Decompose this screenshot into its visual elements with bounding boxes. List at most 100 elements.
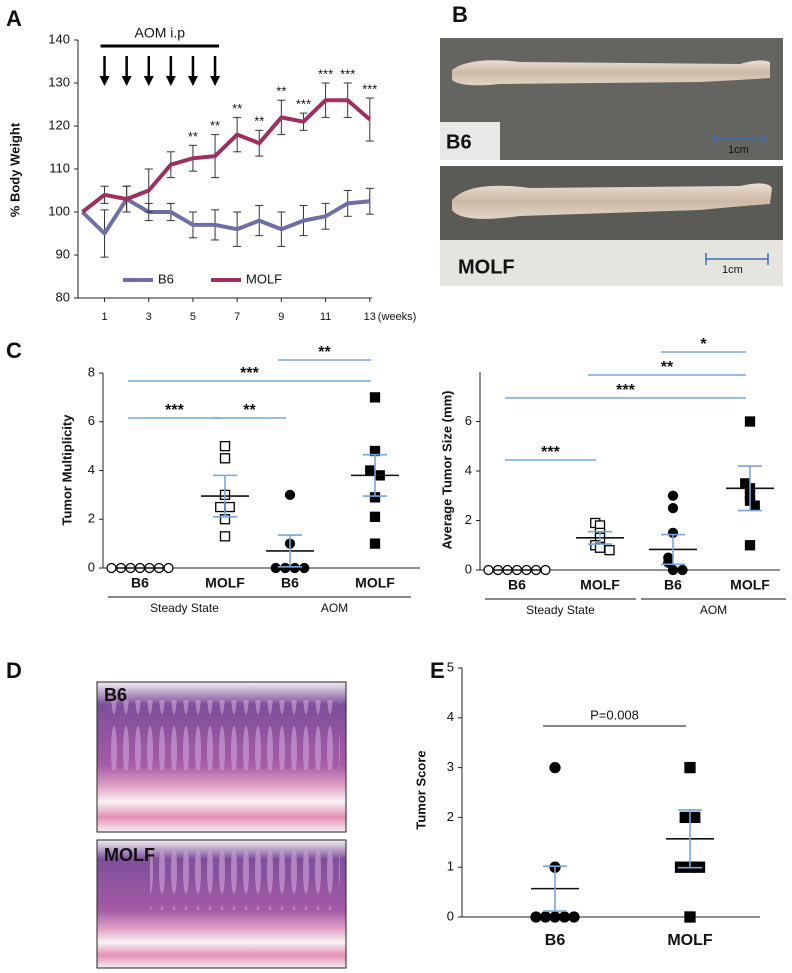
data-point <box>749 500 760 511</box>
image-label: B6 <box>104 685 127 705</box>
x-tick-label: 11 <box>320 311 331 323</box>
significance-label: ** <box>232 101 242 116</box>
y-tick-label: 8 <box>88 364 95 379</box>
x-tick-label: 3 <box>146 311 152 323</box>
significance-label: ** <box>318 344 331 361</box>
significance-label: *** <box>240 365 259 382</box>
data-point <box>677 564 688 576</box>
significance-label: *** <box>340 66 355 81</box>
gross-photo <box>440 38 783 160</box>
arrow-head <box>165 76 176 86</box>
series-line <box>81 197 370 236</box>
x-unit: (weeks) <box>378 311 417 323</box>
data-point <box>604 545 615 556</box>
significance-label: *** <box>165 402 184 419</box>
data-point <box>270 562 281 574</box>
gross-photo <box>440 166 783 286</box>
injection-label: AOM i.p <box>135 25 186 41</box>
data-point <box>679 811 691 824</box>
category-label: MOLF <box>355 575 395 591</box>
data-point <box>284 489 296 501</box>
significance-label: ** <box>243 402 256 419</box>
panel-letter: C <box>6 338 22 363</box>
category-label: B6 <box>545 932 566 949</box>
data-point <box>568 911 580 923</box>
significance-label: *** <box>541 444 560 461</box>
x-tick-label: 1 <box>101 311 107 323</box>
category-label: B6 <box>281 575 299 591</box>
data-point <box>163 562 174 574</box>
significance-label: ** <box>254 114 264 129</box>
data-point <box>219 531 231 542</box>
arrow-head <box>99 76 110 86</box>
significance-label: *** <box>362 81 377 96</box>
significance-label: ** <box>188 129 198 144</box>
data-point <box>224 501 235 513</box>
arrow-head <box>143 76 154 86</box>
y-tick-label: 0 <box>88 559 95 574</box>
x-tick-label: 13 <box>364 311 376 323</box>
y-tick-label: 130 <box>48 74 70 89</box>
y-axis-label: Average Tumor Size (mm) <box>439 391 454 550</box>
category-label: MOLF <box>667 932 713 949</box>
category-label: MOLF <box>205 575 245 591</box>
arrow-head <box>187 76 198 86</box>
category-label: MOLF <box>580 577 620 593</box>
data-point <box>744 416 756 427</box>
y-axis-label: % Body Weight <box>7 122 22 217</box>
image-label: MOLF <box>104 845 155 865</box>
data-point <box>106 562 117 574</box>
data-point <box>369 511 381 522</box>
y-tick-label: 4 <box>465 462 472 477</box>
category-label: B6 <box>664 577 682 593</box>
group-label: AOM <box>700 603 727 617</box>
group-label: Steady State <box>526 603 595 617</box>
panel-letter: B <box>452 2 468 27</box>
data-point <box>280 562 291 574</box>
data-point <box>549 911 561 923</box>
significance-label: ** <box>276 84 286 99</box>
significance-label: ** <box>661 359 674 376</box>
data-point <box>299 562 310 574</box>
arrow-head <box>210 76 221 86</box>
data-point <box>365 465 376 476</box>
panel-letter: D <box>6 658 22 683</box>
histology-image <box>96 839 347 969</box>
x-tick-label: 5 <box>190 311 196 323</box>
y-tick-label: 0 <box>465 561 472 576</box>
data-point <box>369 392 381 403</box>
y-tick-label: 90 <box>56 246 70 261</box>
y-tick-label: 2 <box>465 512 472 527</box>
data-point <box>540 564 551 576</box>
y-tick-label: 2 <box>447 809 454 824</box>
y-tick-label: 100 <box>48 203 70 218</box>
y-tick-label: 110 <box>49 160 70 175</box>
data-point <box>684 911 696 923</box>
data-point <box>215 501 226 513</box>
data-point <box>539 911 552 923</box>
y-tick-label: 140 <box>48 31 70 46</box>
y-tick-label: 5 <box>447 659 454 674</box>
photo-label: MOLF <box>458 256 515 278</box>
y-axis-label: Tumor Multiplicity <box>59 414 74 526</box>
significance-label: * <box>700 336 707 353</box>
x-tick-label: 9 <box>278 311 284 323</box>
arrow-head <box>121 76 132 86</box>
data-point <box>289 562 300 574</box>
y-tick-label: 120 <box>48 117 70 132</box>
y-tick-label: 4 <box>447 709 454 724</box>
data-point <box>530 911 542 923</box>
series-line <box>81 98 372 214</box>
scale-label: 1cm <box>722 264 743 276</box>
y-tick-label: 0 <box>447 908 454 923</box>
significance-label: ** <box>210 118 220 133</box>
data-point <box>549 761 561 774</box>
data-point <box>667 502 679 514</box>
panel-letter: A <box>6 6 22 31</box>
data-point <box>744 540 756 551</box>
legend-label: B6 <box>158 271 174 286</box>
data-point <box>558 911 571 923</box>
legend-label: MOLF <box>246 271 282 286</box>
significance-label: *** <box>616 382 635 399</box>
